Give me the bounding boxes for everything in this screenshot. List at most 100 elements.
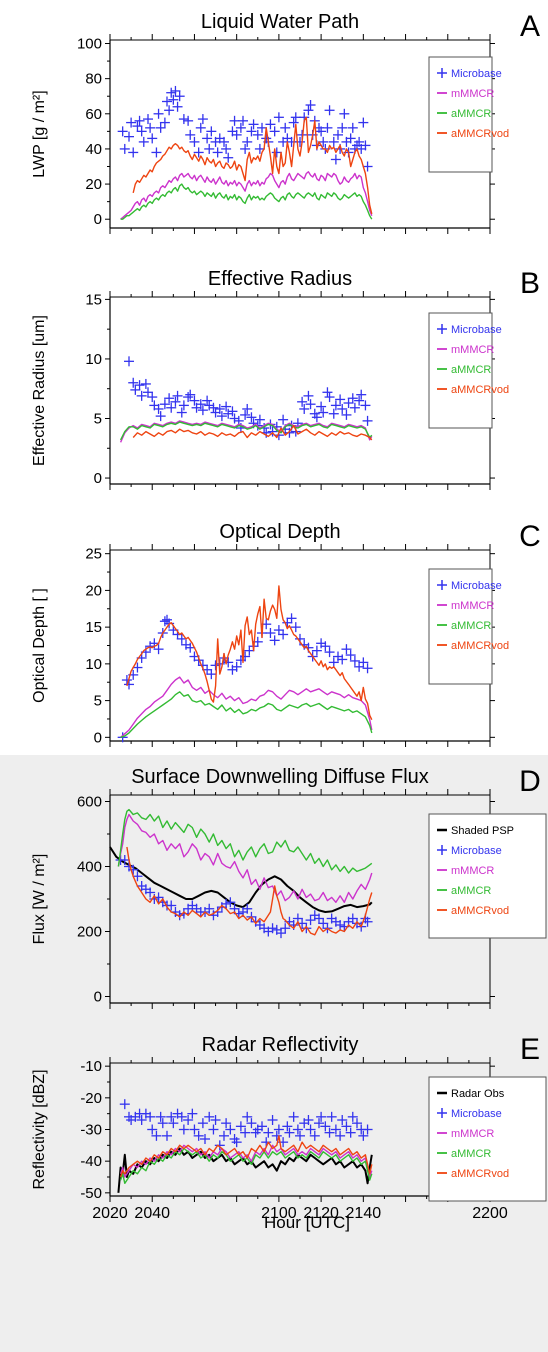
panel-b-series-microbase-point: [311, 412, 322, 423]
panel-b-legend-entry: aMMCR: [451, 364, 491, 376]
panel-a-y-axis-label: LWP [g / m²]: [31, 90, 48, 177]
panel-a-series-microbase-point: [153, 108, 164, 119]
panel-a-series-microbase-point: [124, 131, 134, 142]
panel-b-series-microbase-point: [360, 400, 371, 411]
panel-c-y-tick-label: 20: [85, 582, 102, 599]
panel-e-series-microbase-point: [242, 1111, 253, 1122]
panel-e-legend-box: [428, 1076, 547, 1202]
panel-e-series-microbase-point: [240, 1127, 251, 1138]
panel-a-series-microbase-point: [174, 91, 185, 102]
panel-a-y-tick-label: 80: [85, 71, 102, 88]
panel-b-series-microbase-point: [170, 396, 181, 407]
panel-c-y-tick-label: 10: [85, 656, 102, 673]
panel-e-series-microbase-point: [187, 1108, 198, 1119]
panel-a-y-tick-label: 100: [77, 36, 102, 53]
panel-e-series-microbase-point: [358, 1130, 369, 1141]
panel-d-series-microbase-point: [204, 903, 215, 914]
panel-c-series-microbase-point: [269, 635, 280, 646]
panel-b-series-ammcr-line: [119, 421, 373, 441]
panel-a-series-microbase-point: [178, 114, 189, 125]
panel-e-series-microbase-point: [178, 1124, 189, 1135]
panel-e-legend-entry: Microbase: [451, 1108, 502, 1120]
x-tick-label: 2020: [92, 1205, 128, 1222]
panel-c-series-microbase-point: [341, 644, 352, 655]
panel-e-letter: E: [520, 1033, 540, 1066]
panel-d-series-microbase-point: [362, 916, 373, 927]
panel-b-series-microbase-point: [204, 400, 215, 411]
panel-a-series-microbase-point: [271, 147, 282, 158]
panel-b-series-microbase-point: [347, 393, 358, 404]
panel-b-legend-entry: aMMCRvod: [451, 384, 509, 396]
panel-e-series-microbase-point: [284, 1127, 295, 1138]
panel-e-series-microbase-point: [295, 1130, 305, 1141]
panel-a-series-microbase-point: [303, 105, 314, 116]
panel-e-series-ammcr-line: [119, 1147, 373, 1185]
panel-b-series-microbase-point: [178, 400, 189, 411]
panel-d-series-microbase-point: [318, 918, 329, 929]
panel-a-series-microbase-point: [362, 161, 373, 172]
x-tick-label: 2100: [261, 1205, 297, 1222]
panel-e-series-microbase-point: [320, 1121, 331, 1132]
panel-e-series-microbase-point: [341, 1121, 352, 1132]
panel-c-series-microbase-point: [320, 641, 331, 652]
panel-e-series-microbase-point: [345, 1127, 356, 1138]
panel-a-series-microbase-point: [360, 140, 371, 151]
panel-a-series-microbase-point: [235, 122, 246, 133]
panel-b-series-microbase-point: [147, 392, 158, 403]
panel-b-series-microbase-point: [172, 390, 183, 401]
panel-a-legend-entry: aMMCRvod: [451, 128, 509, 140]
panel-a-legend: Microbase mMMCR aMMCR aMMCRvod: [428, 56, 509, 173]
panel-a-series-microbase-point: [328, 136, 339, 147]
panel-e-series-microbase-point: [263, 1127, 274, 1138]
panel-a-series-microbase-point: [347, 122, 358, 133]
panel-c-series-microbase-point: [349, 655, 360, 666]
x-tick-label: 2120: [303, 1205, 339, 1222]
x-axis-label: Hour [UTC]: [264, 1213, 350, 1232]
panel-d-series-microbase-point: [280, 923, 291, 934]
panel-e-series-microbase-point: [193, 1130, 204, 1141]
panel-c-series-microbase-point: [273, 625, 284, 636]
panel-a-series-microbase-point: [305, 100, 316, 111]
panel-e-series-microbase-point: [347, 1111, 358, 1122]
panel-a-series-microbase-point: [134, 115, 145, 126]
panel-e-series-microbase-point: [231, 1137, 242, 1148]
panel-a-series-microbase-point: [202, 133, 213, 144]
panel-e-series-microbase-point: [246, 1118, 257, 1129]
panel-e-series-microbase-point: [316, 1111, 327, 1122]
panel-a-series-microbase-point: [345, 133, 356, 144]
panel-d-legend-entry: Shaded PSP: [451, 825, 514, 837]
panel-b-series-microbase-point: [176, 407, 187, 418]
panel-c-series-microbase-point: [206, 669, 217, 680]
panel-a-series-microbase-point: [143, 114, 153, 125]
panel-c-title: Optical Depth: [219, 521, 340, 543]
panel-c-series-microbase-point: [265, 628, 276, 639]
panel-e-series-microbase-point: [219, 1130, 229, 1141]
panel-b-legend: Microbase mMMCR aMMCR aMMCRvod: [428, 312, 509, 429]
panel-a-series-microbase-point: [290, 112, 301, 123]
panel-d-series-microbase-point: [174, 910, 185, 921]
panel-d-legend-entry: aMMCR: [451, 885, 491, 897]
panel-e-series-microbase-point: [314, 1118, 324, 1129]
panel-a-series-microbase-point: [358, 117, 369, 128]
panel-a-series-microbase-point: [269, 126, 280, 137]
panel-c-series-microbase-point: [345, 650, 356, 661]
panel-c-series-microbase-point: [358, 657, 369, 668]
panel-a-series-microbase-point: [145, 122, 156, 133]
panel-c-series-microbase-point: [278, 629, 289, 640]
panel-d-series-ammcr-line: [117, 808, 373, 874]
panel-a-series-ammcrvod-line: [132, 116, 373, 215]
panel-d-series-microbase-point: [225, 897, 236, 908]
panel-a-series-microbase-point: [280, 122, 291, 133]
panel-e-series-microbase-point: [303, 1115, 314, 1125]
panel-e-series-microbase-point: [208, 1124, 219, 1135]
panel-a-series-microbase-point: [195, 122, 206, 133]
panel-e-y-tick-label: -10: [80, 1058, 102, 1075]
panel-a-series-microbase-point: [204, 143, 215, 154]
panel-e-series-microbase-point: [267, 1115, 278, 1125]
panel-b-series-microbase-point: [297, 396, 308, 407]
panel-e-series-microbase-point: [288, 1111, 299, 1122]
panel-c-series-microbase-point: [132, 662, 143, 673]
panel-d-y-tick-label: 0: [94, 989, 102, 1006]
panel-a-series-microbase-point: [238, 115, 248, 126]
panel-a-series-microbase-point: [136, 126, 147, 137]
